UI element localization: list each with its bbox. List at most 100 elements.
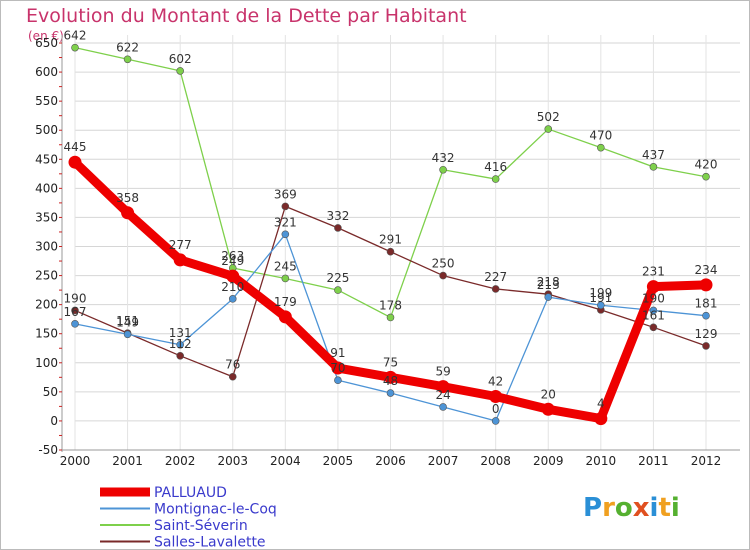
brand-letter: o: [615, 493, 633, 523]
x-tick-label: 2008: [480, 454, 511, 468]
data-label: 179: [274, 295, 297, 309]
data-point: [386, 389, 395, 397]
data-label: 151: [116, 314, 139, 328]
plot-area: -500501001502002503003504004505005506006…: [35, 29, 740, 468]
data-label: 24: [435, 388, 450, 402]
data-point: [121, 206, 135, 220]
data-label: 20: [541, 387, 556, 401]
data-label: 250: [432, 257, 455, 271]
y-tick-label: 550: [35, 94, 58, 108]
data-point: [702, 172, 710, 181]
data-point: [436, 380, 450, 394]
brand-letter: P: [583, 493, 602, 523]
legend-label: Saint-Séverin: [154, 518, 248, 534]
y-tick-label: 200: [35, 298, 58, 312]
data-point: [649, 163, 658, 171]
data-label: 199: [589, 286, 612, 300]
x-tick-label: 2002: [165, 454, 196, 468]
data-label: 234: [695, 263, 718, 277]
brand-text: Proxiti: [583, 493, 680, 523]
y-tick-label: 500: [35, 123, 58, 137]
data-point: [386, 247, 395, 256]
x-tick-label: 2011: [638, 454, 669, 468]
data-label: 332: [326, 209, 349, 223]
data-label: 225: [326, 271, 349, 285]
data-point: [331, 361, 345, 375]
data-label: 291: [379, 233, 402, 247]
data-label: 91: [330, 346, 345, 360]
data-point: [334, 224, 342, 232]
data-point: [228, 372, 237, 381]
data-label: 263: [221, 249, 244, 263]
data-point: [123, 330, 132, 339]
x-tick-label: 2007: [428, 454, 459, 468]
x-tick-label: 2003: [217, 454, 248, 468]
data-point: [123, 55, 132, 64]
y-tick-label: 0: [50, 414, 58, 428]
data-label: 602: [169, 52, 192, 66]
data-label: 167: [64, 305, 87, 319]
x-tick-label: 2001: [112, 454, 143, 468]
brand-letter: t: [658, 493, 670, 523]
data-label: 70: [330, 361, 345, 375]
data-point: [544, 293, 553, 301]
data-point: [176, 340, 184, 349]
data-label: 131: [169, 326, 192, 340]
y-tick-label: 250: [35, 269, 58, 283]
brand-letter: i: [650, 493, 659, 523]
data-label: 245: [274, 259, 297, 273]
data-label: 470: [589, 129, 612, 143]
y-tick-label: 50: [43, 385, 58, 399]
data-label: 48: [383, 374, 398, 388]
data-label: 112: [169, 337, 192, 351]
data-label: 231: [642, 265, 665, 279]
unit-label: (en €): [28, 29, 64, 43]
y-tick-label: 600: [35, 65, 58, 79]
x-tick-label: 2004: [270, 454, 301, 468]
data-point: [649, 306, 658, 315]
y-tick-label: 100: [35, 356, 58, 370]
data-label: 227: [484, 270, 507, 284]
data-point: [226, 269, 240, 283]
data-label: 181: [695, 297, 718, 311]
data-point: [702, 311, 710, 320]
data-point: [334, 376, 342, 385]
brand-letter: r: [602, 493, 615, 523]
data-point: [176, 352, 184, 360]
data-point: [544, 125, 553, 133]
x-tick-label: 2010: [586, 454, 617, 468]
data-label: 277: [169, 238, 192, 252]
data-point: [281, 230, 290, 239]
y-tick-label: -50: [38, 443, 58, 457]
data-point: [439, 165, 447, 174]
data-label: 622: [116, 40, 139, 54]
data-label: 76: [225, 358, 240, 372]
data-label: 190: [64, 291, 87, 305]
data-point: [71, 306, 79, 315]
legend: PALLUAUDMontignac-le-CoqSaint-SéverinSal…: [100, 485, 277, 550]
chart-title: Evolution du Montant de la Dette par Hab…: [26, 5, 467, 27]
x-tick-label: 2005: [323, 454, 354, 468]
data-label: 249: [221, 254, 244, 268]
data-label: 642: [64, 29, 87, 43]
data-point: [646, 280, 660, 294]
data-point: [71, 320, 79, 328]
y-tick-label: 400: [35, 181, 58, 195]
data-point: [334, 286, 342, 294]
data-label: 213: [537, 278, 560, 292]
data-point: [228, 295, 237, 303]
data-label: 190: [642, 291, 665, 305]
data-label: 502: [537, 110, 560, 124]
x-tick-label: 2000: [60, 454, 91, 468]
data-point: [699, 278, 713, 292]
data-label: 218: [537, 275, 560, 289]
data-label: 358: [116, 191, 139, 205]
data-point: [281, 202, 290, 211]
data-point: [489, 390, 503, 404]
brand-letter: x: [633, 493, 650, 523]
data-label: 210: [221, 280, 244, 294]
data-label: 149: [116, 315, 139, 329]
data-point: [597, 143, 605, 152]
